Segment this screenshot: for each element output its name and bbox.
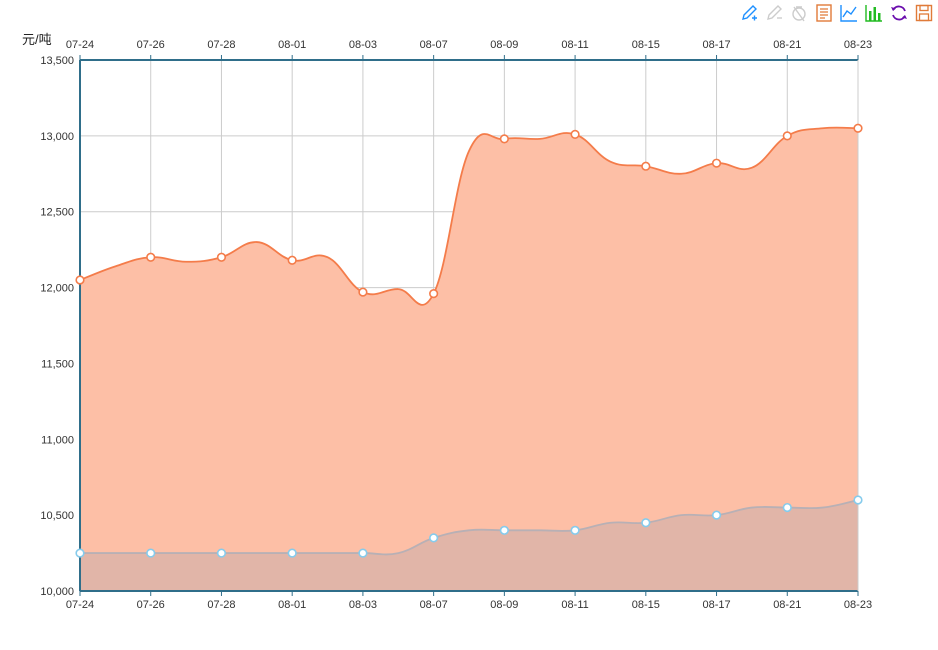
data-point <box>287 255 297 265</box>
data-point <box>75 275 85 285</box>
data-point <box>499 525 509 535</box>
series-area <box>80 499 858 591</box>
data-point <box>216 252 227 262</box>
data-point <box>358 287 368 297</box>
y-axis-unit-label: 元/吨 <box>22 32 52 47</box>
data-point <box>358 548 368 558</box>
x-tick-label-bottom: 08-17 <box>702 599 730 611</box>
chart-toolbar <box>739 3 934 23</box>
series-area <box>80 127 858 591</box>
data-view-icon[interactable] <box>814 3 834 23</box>
x-tick-label-bottom: 08-23 <box>844 599 872 611</box>
y-tick-label: 11,500 <box>41 358 74 370</box>
save-image-icon[interactable] <box>914 3 934 23</box>
x-tick-label-bottom: 08-07 <box>420 599 448 611</box>
x-tick-label-bottom: 08-01 <box>278 599 306 611</box>
x-tick-label-bottom: 08-03 <box>349 599 377 611</box>
x-tick-label-bottom: 07-28 <box>207 599 235 611</box>
y-tick-label: 12,000 <box>40 283 74 295</box>
mark-clear-icon <box>789 3 809 23</box>
mark-undo-icon <box>764 3 784 23</box>
x-tick-label-bottom: 08-11 <box>561 599 588 611</box>
data-point <box>782 131 792 141</box>
x-tick-label-top: 08-21 <box>773 39 801 51</box>
series-areas <box>79 126 859 591</box>
data-point <box>711 158 722 168</box>
data-point <box>75 548 85 558</box>
axes: 10,000 10,500 11,000 11,500 12,000 12,500 13,0… <box>40 39 872 611</box>
x-tick-label-bottom: 07-26 <box>137 599 165 611</box>
series-line <box>80 499 859 556</box>
x-tick-label-top: 07-24 <box>66 39 94 51</box>
data-point <box>853 123 863 133</box>
data-point <box>216 548 227 558</box>
x-tick-label-bottom: 08-09 <box>490 599 518 611</box>
restore-icon[interactable] <box>889 3 909 23</box>
data-point <box>641 518 651 528</box>
bar-chart-icon[interactable] <box>864 3 884 23</box>
x-tick-label-top: 08-07 <box>420 39 448 51</box>
data-point <box>146 548 156 558</box>
data-point <box>641 161 651 171</box>
x-tick-label-top: 08-23 <box>844 39 872 51</box>
x-tick-label-bottom: 07-24 <box>66 599 94 611</box>
y-tick-label: 13,000 <box>40 131 74 143</box>
data-point <box>429 533 439 543</box>
x-tick-label-bottom: 08-21 <box>773 599 801 611</box>
x-tick-label-bottom: 08-15 <box>632 599 660 611</box>
data-point <box>570 525 580 535</box>
data-point <box>146 252 156 262</box>
line-chart-icon[interactable] <box>839 3 859 23</box>
mark-icon[interactable] <box>739 3 759 23</box>
y-tick-label: 10,000 <box>40 586 74 598</box>
data-point <box>499 134 509 144</box>
x-tick-label-top: 07-28 <box>207 39 235 51</box>
data-point <box>853 495 863 505</box>
data-point <box>287 548 297 558</box>
x-tick-label-top: 08-09 <box>490 39 518 51</box>
x-tick-label-top: 08-03 <box>349 39 377 51</box>
series-line <box>79 126 859 306</box>
data-point <box>711 510 722 520</box>
x-tick-label-top: 08-15 <box>632 39 660 51</box>
y-tick-label: 11,000 <box>41 434 74 446</box>
y-tick-label: 12,500 <box>40 207 74 219</box>
data-point <box>429 289 439 299</box>
x-tick-label-top: 08-11 <box>561 39 588 51</box>
series-markers <box>75 123 863 558</box>
data-point <box>782 502 792 513</box>
x-tick-label-top: 07-26 <box>137 39 165 51</box>
x-tick-label-top: 08-17 <box>702 39 730 51</box>
y-tick-label: 10,500 <box>40 510 74 522</box>
y-tick-label: 13,500 <box>40 55 74 67</box>
x-tick-label-top: 08-01 <box>278 39 306 51</box>
data-point <box>570 129 580 139</box>
